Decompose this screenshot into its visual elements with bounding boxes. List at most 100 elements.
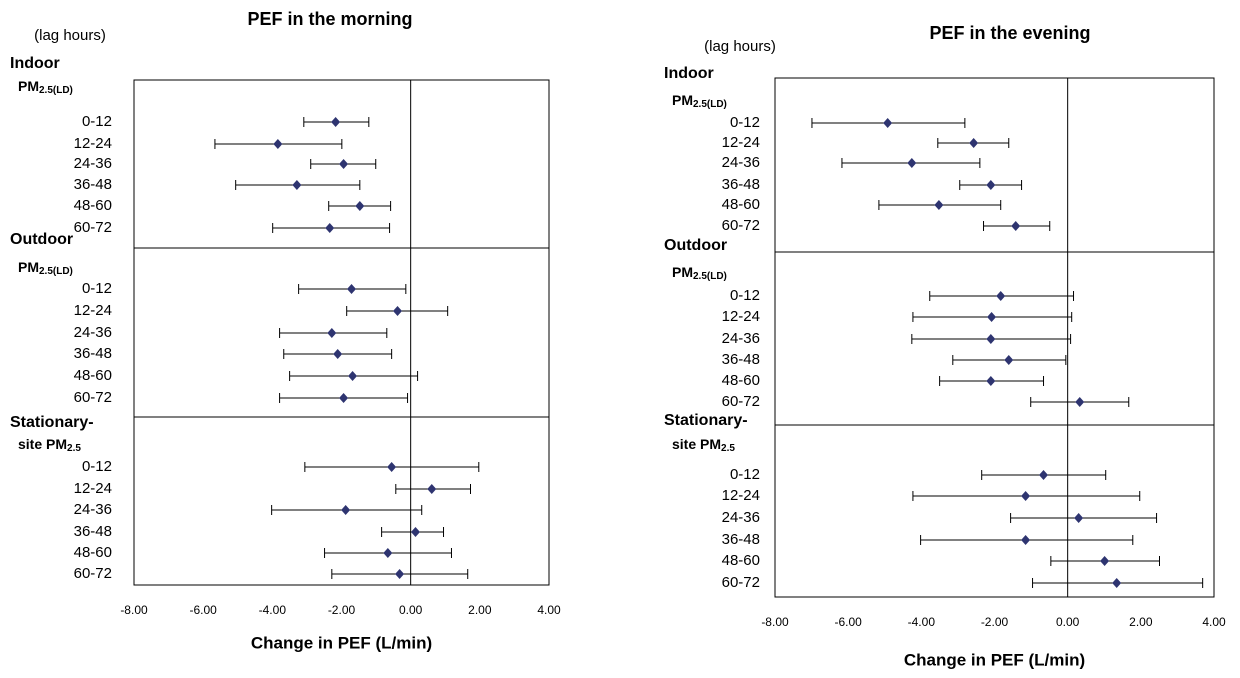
point-estimate bbox=[427, 484, 437, 494]
point-estimate bbox=[393, 306, 403, 316]
point-estimate bbox=[355, 201, 365, 211]
row-label: 12-24 bbox=[74, 135, 112, 152]
point-estimate bbox=[1011, 221, 1021, 231]
x-tick-label: -2.00 bbox=[981, 615, 1009, 629]
row-label: 60-72 bbox=[74, 389, 112, 406]
point-estimate bbox=[339, 159, 349, 169]
x-tick: 4.00 bbox=[537, 603, 561, 617]
chart-title: PEF in the evening bbox=[929, 23, 1090, 43]
point-estimate bbox=[1075, 397, 1085, 407]
point-estimate bbox=[339, 393, 349, 403]
group-name: Stationary- bbox=[10, 414, 94, 431]
x-axis-label: Change in PEF (L/min) bbox=[904, 650, 1085, 669]
x-tick-label: -6.00 bbox=[189, 603, 217, 617]
x-tick: -6.00 bbox=[834, 615, 862, 629]
row-label: 24-36 bbox=[74, 155, 112, 172]
point-estimate bbox=[325, 223, 335, 233]
x-tick-label: 4.00 bbox=[1202, 615, 1226, 629]
point-estimate bbox=[986, 334, 996, 344]
point-estimate bbox=[1100, 556, 1110, 566]
x-tick-label: 0.00 bbox=[399, 603, 423, 617]
x-tick: -8.00 bbox=[761, 615, 789, 629]
x-tick: -8.00 bbox=[120, 603, 148, 617]
x-tick-label: -6.00 bbox=[834, 615, 862, 629]
point-estimate bbox=[969, 138, 979, 148]
pollutant: PM bbox=[18, 259, 39, 275]
x-tick-label: 2.00 bbox=[1129, 615, 1153, 629]
row-label: 0-12 bbox=[730, 466, 760, 483]
point-estimate bbox=[411, 527, 421, 537]
group-name: Indoor bbox=[10, 55, 60, 72]
row-label: 48-60 bbox=[722, 196, 760, 213]
point-estimate bbox=[333, 349, 343, 359]
point-estimate bbox=[395, 569, 405, 579]
lag-label: (lag hours) bbox=[704, 38, 776, 55]
row-label: 60-72 bbox=[74, 565, 112, 582]
row-label: 36-48 bbox=[74, 345, 112, 362]
pollutant-label: PM2.5(LD) bbox=[18, 78, 73, 96]
x-tick: -4.00 bbox=[908, 615, 936, 629]
point-estimate bbox=[347, 284, 357, 294]
point-estimate bbox=[1074, 513, 1084, 523]
plot-frame bbox=[774, 77, 1215, 598]
pollutant: PM bbox=[672, 92, 693, 108]
row-label: 48-60 bbox=[722, 552, 760, 569]
pollutant-label: site PM2.5 bbox=[18, 436, 81, 454]
point-estimate bbox=[987, 312, 997, 322]
point-estimate bbox=[341, 505, 351, 515]
row-label: 24-36 bbox=[74, 501, 112, 518]
x-tick: 4.00 bbox=[1202, 615, 1226, 629]
row-label: 0-12 bbox=[730, 114, 760, 131]
point-estimate bbox=[331, 117, 341, 127]
point-estimate bbox=[1021, 535, 1031, 545]
row-label: 24-36 bbox=[722, 509, 760, 526]
x-tick-label: -4.00 bbox=[259, 603, 287, 617]
group-name: Outdoor bbox=[664, 237, 727, 254]
pollutant-sub: 2.5(LD) bbox=[693, 271, 727, 282]
row-label: 0-12 bbox=[730, 287, 760, 304]
pollutant-label: site PM2.5 bbox=[672, 436, 735, 454]
row-label: 0-12 bbox=[82, 280, 112, 297]
point-estimate bbox=[383, 548, 393, 558]
point-estimate bbox=[907, 158, 917, 168]
point-estimate bbox=[883, 118, 893, 128]
row-label: 12-24 bbox=[74, 302, 112, 319]
point-estimate bbox=[273, 139, 283, 149]
x-tick: -2.00 bbox=[981, 615, 1009, 629]
row-label: 0-12 bbox=[82, 458, 112, 475]
pollutant: site PM bbox=[18, 436, 67, 452]
pollutant: PM bbox=[672, 264, 693, 280]
x-tick: 2.00 bbox=[1129, 615, 1153, 629]
point-estimate bbox=[986, 376, 996, 386]
pollutant-label: PM2.5(LD) bbox=[672, 92, 727, 110]
row-label: 36-48 bbox=[74, 523, 112, 540]
row-label: 60-72 bbox=[722, 217, 760, 234]
plot-frame bbox=[133, 79, 550, 586]
point-estimate bbox=[387, 462, 397, 472]
x-tick: 2.00 bbox=[468, 603, 492, 617]
x-tick-label: 0.00 bbox=[1056, 615, 1080, 629]
pollutant-sub: 2.5 bbox=[67, 443, 81, 454]
x-tick: -4.00 bbox=[259, 603, 287, 617]
x-tick: -6.00 bbox=[189, 603, 217, 617]
row-label: 24-36 bbox=[722, 154, 760, 171]
row-label: 36-48 bbox=[722, 351, 760, 368]
row-label: 48-60 bbox=[74, 367, 112, 384]
row-label: 36-48 bbox=[722, 531, 760, 548]
pollutant-label: PM2.5(LD) bbox=[672, 264, 727, 282]
point-estimate bbox=[327, 328, 337, 338]
point-estimate bbox=[348, 371, 358, 381]
pollutant-sub: 2.5(LD) bbox=[39, 85, 73, 96]
row-label: 24-36 bbox=[74, 324, 112, 341]
row-label: 60-72 bbox=[74, 219, 112, 236]
pollutant-label: PM2.5(LD) bbox=[18, 259, 73, 277]
chart-title: PEF in the morning bbox=[248, 9, 413, 29]
row-label: 48-60 bbox=[722, 372, 760, 389]
point-estimate bbox=[292, 180, 302, 190]
point-estimate bbox=[1112, 578, 1122, 588]
row-label: 12-24 bbox=[722, 134, 760, 151]
row-label: 36-48 bbox=[722, 176, 760, 193]
row-label: 36-48 bbox=[74, 176, 112, 193]
point-estimate bbox=[1039, 470, 1049, 480]
